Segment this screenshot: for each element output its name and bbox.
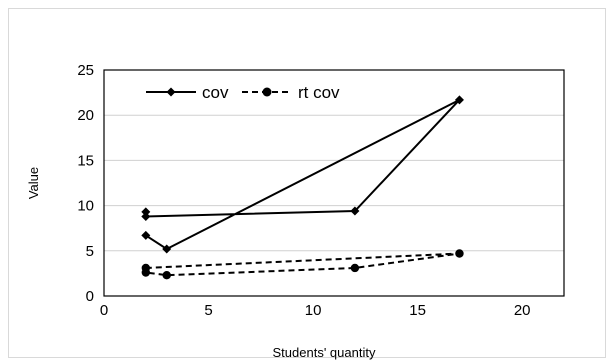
y-tick-label: 5 bbox=[86, 243, 94, 260]
legend-label-rt-cov: rt cov bbox=[298, 83, 340, 102]
data-point-rt-cov-2 bbox=[350, 263, 360, 273]
legend-marker-rt-cov bbox=[262, 87, 272, 97]
y-tick-label: 25 bbox=[77, 62, 94, 79]
series-layer bbox=[141, 95, 464, 280]
legend: cov rt cov bbox=[146, 83, 340, 102]
gridlines bbox=[104, 114, 564, 252]
x-tick-label: 15 bbox=[409, 302, 426, 319]
data-point-cov-1 bbox=[141, 211, 151, 221]
x-tick-label: 10 bbox=[305, 302, 322, 319]
y-tick-label: 0 bbox=[86, 288, 94, 305]
data-point-rt-cov-4 bbox=[141, 268, 151, 277]
tick-labels: 0 5 10 15 20 25 0 5 10 15 20 bbox=[77, 62, 530, 319]
x-tick-label: 5 bbox=[204, 302, 212, 319]
y-tick-label: 20 bbox=[77, 107, 94, 124]
data-point-rt-cov-3 bbox=[162, 271, 171, 280]
x-axis-title: Students' quantity bbox=[273, 345, 376, 360]
legend-marker-cov bbox=[166, 87, 176, 97]
x-tick-label: 20 bbox=[514, 302, 531, 319]
data-point-cov-4 bbox=[162, 244, 172, 254]
legend-label-cov: cov bbox=[202, 83, 229, 102]
y-tick-label: 15 bbox=[77, 152, 94, 169]
series-line-rt-cov bbox=[145, 252, 460, 277]
y-axis-title: Value bbox=[26, 167, 41, 199]
series-line-cov bbox=[144, 98, 461, 251]
chart-frame bbox=[8, 8, 606, 358]
data-point-cov-5 bbox=[141, 230, 151, 240]
data-point-cov-0 bbox=[141, 207, 151, 217]
data-point-cov-3 bbox=[454, 95, 464, 105]
plot-area bbox=[103, 69, 565, 297]
data-point-cov-2 bbox=[350, 206, 360, 216]
data-point-rt-cov-1 bbox=[455, 249, 464, 258]
y-tick-label: 10 bbox=[77, 198, 94, 215]
x-tick-label: 0 bbox=[100, 302, 108, 319]
